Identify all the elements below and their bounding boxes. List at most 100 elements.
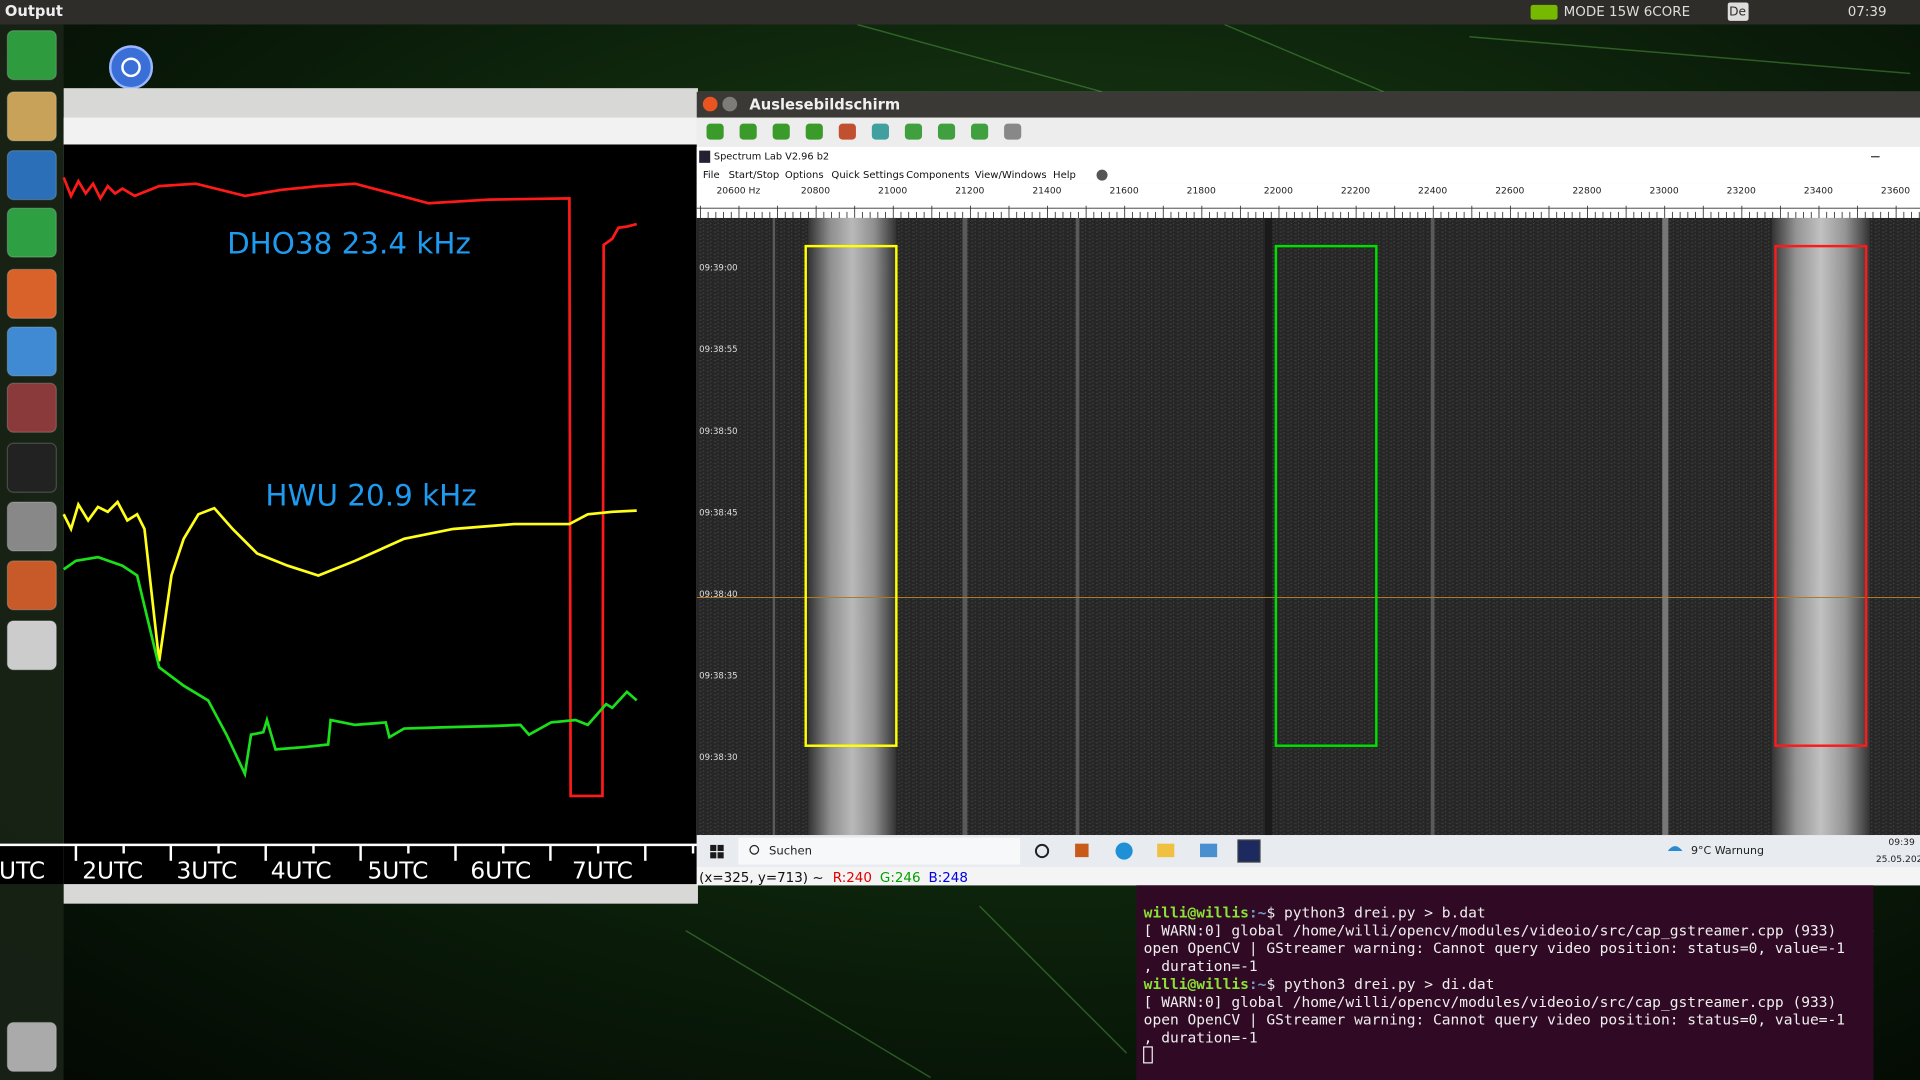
time-label: 09:38:40 (699, 590, 737, 600)
menu-item[interactable]: Options (785, 170, 824, 181)
explorer-icon[interactable] (1157, 843, 1175, 858)
launcher-icon[interactable] (6, 268, 57, 319)
time-axis-labels: UTC 2UTC 3UTC 4UTC 5UTC 6UTC 7UTC (0, 857, 633, 884)
taskbar-app[interactable] (1075, 843, 1089, 858)
launcher-icon[interactable] (6, 442, 57, 493)
toolbar-button[interactable] (937, 123, 956, 140)
ruler-label: 21000 (878, 186, 907, 197)
taskbar-app-2[interactable] (1200, 843, 1218, 858)
search-text[interactable]: Suchen (769, 844, 812, 858)
toolbar-button[interactable] (904, 123, 923, 140)
dho38-marker (1774, 244, 1868, 747)
mode-indicator[interactable]: MODE 15W 6CORE (1564, 5, 1690, 20)
waterfall-band-dho38 (1771, 217, 1870, 836)
ruler-label: 23400 (1804, 186, 1833, 197)
waterfall (696, 217, 1920, 836)
toolbar-button[interactable] (772, 123, 790, 140)
viewer-toolbar (706, 123, 1022, 140)
status-blue: B:248 (928, 871, 967, 886)
terminal-line: open OpenCV | GStreamer warning: Cannot … (1144, 940, 1845, 957)
launcher-icon[interactable] (6, 560, 57, 611)
toolbar-button[interactable] (1004, 123, 1022, 140)
menu-item[interactable]: Start/Stop (729, 170, 780, 181)
viewer-titlebar (696, 91, 1920, 118)
time-label: 09:38:35 (699, 671, 737, 681)
waterfall-band-hwu (808, 217, 897, 836)
terminal-line: [ WARN:0] global /home/willi/opencv/modu… (1144, 994, 1837, 1011)
launcher-icon[interactable] (6, 150, 57, 201)
menu-item[interactable]: Components (906, 170, 969, 181)
ruler-label: 21400 (1032, 186, 1061, 197)
edge-icon[interactable] (1115, 842, 1133, 860)
lower-trace (62, 555, 638, 779)
toolbar-button[interactable] (805, 123, 823, 140)
toolbar-button[interactable] (871, 123, 889, 140)
start-button[interactable] (710, 844, 724, 859)
launcher (0, 24, 64, 1080)
terminal-line: willi@willis:~$ python3 drei.py > b.dat (1144, 904, 1486, 921)
launcher-icon[interactable] (6, 1021, 57, 1073)
time-label: 09:38:30 (699, 753, 737, 763)
terminal-line: open OpenCV | GStreamer warning: Cannot … (1144, 1012, 1845, 1029)
clock[interactable]: 07:39 (1848, 5, 1887, 20)
weather-icon (1667, 846, 1683, 852)
ruler-label: 20800 (801, 186, 830, 197)
status-line: (x=325, y=713) ~ R:240 G:246 B:248 (699, 871, 968, 886)
dho38-trace (62, 177, 638, 798)
toolbar-button[interactable] (838, 123, 856, 140)
win-time[interactable]: 09:39 (1888, 837, 1915, 848)
ruler-label: 23600 (1881, 186, 1910, 197)
app-titlebar (696, 146, 1920, 167)
ruler-label: 20600 Hz (716, 186, 760, 197)
toolbar-button[interactable] (706, 123, 724, 140)
terminal-user: willi@willis (1144, 904, 1249, 921)
time-axis-label: 7UTC (572, 857, 633, 884)
app-menubar (696, 166, 1920, 184)
hwu-marker (804, 244, 898, 747)
menu-item[interactable]: View/Windows (975, 170, 1047, 181)
ruler-label: 22400 (1418, 186, 1447, 197)
spectrumlab-icon[interactable] (1237, 839, 1261, 863)
menu-item[interactable]: File (703, 170, 720, 181)
time-label: 09:38:50 (699, 427, 737, 437)
search-box[interactable] (738, 837, 1020, 865)
terminal-line: , duration=-1 (1144, 958, 1258, 975)
ruler-label: 22200 (1341, 186, 1370, 197)
launcher-icon[interactable] (6, 91, 57, 142)
status-red: R:240 (833, 871, 872, 886)
launcher-icon[interactable] (6, 382, 57, 433)
nvidia-icon[interactable] (1530, 4, 1558, 20)
launcher-icons (6, 29, 57, 1073)
minimize-button[interactable] (722, 96, 738, 112)
menu-item[interactable]: Quick Settings (831, 170, 904, 181)
win-date[interactable]: 25.05.202 (1876, 854, 1920, 865)
hwu-label: HWU 20.9 kHz (265, 479, 476, 513)
launcher-icon[interactable] (6, 501, 57, 552)
toolbar-button[interactable] (739, 123, 757, 140)
close-button[interactable] (702, 96, 718, 112)
task-view[interactable] (1034, 843, 1050, 859)
launcher-icon[interactable] (6, 207, 57, 258)
launcher-icon[interactable] (6, 29, 57, 81)
app-menu: File Start/Stop Options Quick Settings Compo… (703, 170, 1076, 181)
menu-indicator (1096, 169, 1108, 181)
terminal-command: $ python3 drei.py > b.dat (1266, 904, 1485, 921)
terminal-line: [ WARN:0] global /home/willi/opencv/modu… (1144, 922, 1837, 939)
status-bar (696, 866, 1920, 886)
time-axis-label: 6UTC (470, 857, 531, 884)
time-label: 09:38:55 (699, 345, 737, 355)
time-axis-label: 5UTC (368, 857, 429, 884)
desktop-icon[interactable] (108, 45, 154, 90)
launcher-icon[interactable] (6, 326, 57, 377)
ruler-label: 21800 (1187, 186, 1216, 197)
terminal-line: willi@willis:~$ python3 drei.py > di.dat (1144, 976, 1495, 993)
toolbar-button[interactable] (971, 123, 989, 140)
top-bar (0, 0, 1920, 25)
menu-item[interactable]: Help (1053, 170, 1076, 181)
time-axis-ticks (74, 844, 695, 861)
keyboard-layout[interactable]: De (1729, 5, 1746, 19)
launcher-icon[interactable] (6, 620, 57, 671)
middle-marker (1274, 244, 1378, 747)
weather[interactable]: 9°C Warnung (1691, 844, 1764, 857)
